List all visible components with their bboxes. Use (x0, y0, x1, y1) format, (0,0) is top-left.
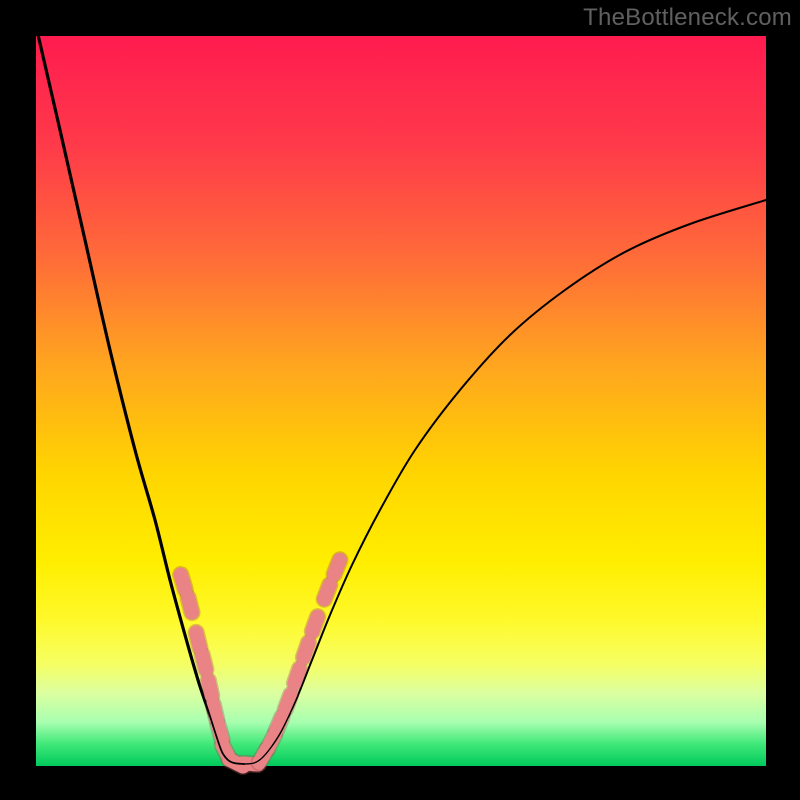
marker-right-fill (294, 669, 299, 684)
marker-left-fill (208, 680, 211, 695)
marker-right-fill (312, 617, 317, 631)
bottleneck-chart-svg (0, 0, 800, 800)
marker-right-fill (303, 643, 308, 658)
marker-right-fill (276, 717, 282, 731)
marker-right-fill (285, 695, 290, 709)
watermark-text: TheBottleneck.com (583, 4, 792, 32)
marker-left-fill (213, 704, 216, 719)
marker-left-fill (202, 655, 206, 670)
marker-right-fill (324, 585, 330, 599)
marker-left-fill (188, 598, 192, 613)
marker-left-fill (196, 633, 200, 648)
marker-left-fill (181, 575, 185, 590)
marker-right-fill (334, 560, 340, 574)
marker-left-fill (218, 725, 222, 740)
chart-stage: TheBottleneck.com (0, 0, 800, 800)
gradient-plot-bg (36, 36, 766, 766)
